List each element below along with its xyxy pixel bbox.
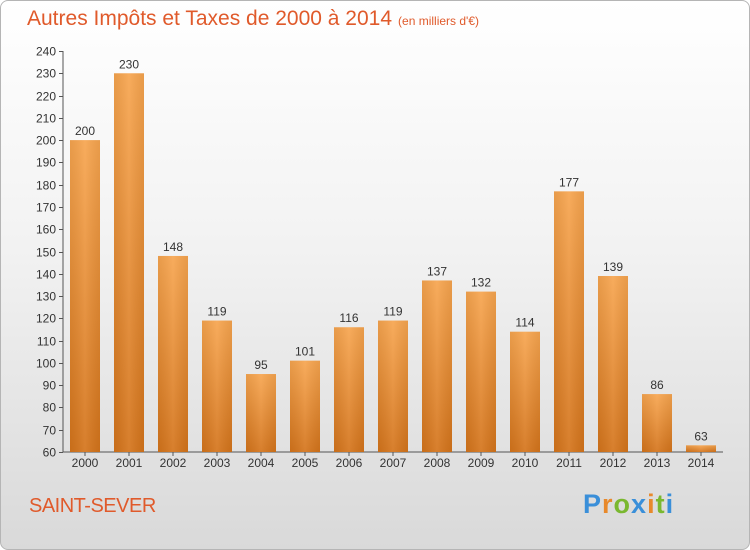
x-tick-label: 2014 <box>688 456 715 470</box>
x-tick-label: 2010 <box>512 456 539 470</box>
bar-shade <box>158 255 188 452</box>
bar-shade <box>642 394 672 452</box>
y-tick-label: 210 <box>36 112 56 126</box>
bar-value-label: 200 <box>75 124 95 138</box>
bar-value-label: 230 <box>119 57 139 71</box>
bar-shade <box>422 280 452 452</box>
y-tick-label: 130 <box>36 290 56 304</box>
y-tick-label: 190 <box>36 156 56 170</box>
chart-title: Autres Impôts et Taxes de 2000 à 2014 (en… <box>27 7 479 31</box>
bar-shade <box>598 276 628 452</box>
bar-value-label: 177 <box>559 175 579 189</box>
x-tick-label: 2006 <box>336 456 363 470</box>
logo-letter: i <box>665 489 675 519</box>
x-tick-label: 2004 <box>248 456 275 470</box>
bar-shade <box>378 320 408 452</box>
bar-value-label: 86 <box>650 378 664 392</box>
y-tick-label: 160 <box>36 223 56 237</box>
y-tick-label: 140 <box>36 268 56 282</box>
y-tick-label: 70 <box>43 424 57 438</box>
y-tick-label: 150 <box>36 246 56 260</box>
bar-shade <box>290 360 320 452</box>
x-tick-label: 2007 <box>380 456 407 470</box>
x-tick-label: 2009 <box>468 456 495 470</box>
y-tick-label: 60 <box>43 446 57 460</box>
y-tick-label: 110 <box>37 335 56 349</box>
x-tick-label: 2011 <box>556 456 582 470</box>
city-label: SAINT-SEVER <box>29 495 156 517</box>
y-tick-label: 170 <box>36 201 56 215</box>
y-tick-label: 220 <box>36 90 56 104</box>
y-tick-label: 200 <box>36 134 56 148</box>
bar-value-label: 139 <box>603 260 623 274</box>
logo-letter: r <box>602 489 614 519</box>
x-tick-label: 2001 <box>116 456 143 470</box>
proxiti-logo: Proxiti <box>583 489 674 520</box>
y-tick-label: 240 <box>36 45 56 59</box>
bar-shade <box>246 374 276 452</box>
bar-shade <box>334 327 364 452</box>
x-tick-label: 2005 <box>292 456 319 470</box>
logo-letter: x <box>631 489 648 519</box>
logo-letter: P <box>583 489 603 519</box>
bar-shade <box>70 140 100 452</box>
bar-value-label: 119 <box>383 305 402 319</box>
logo-letter: o <box>613 489 632 519</box>
bar-shade <box>466 291 496 452</box>
bar-value-label: 63 <box>694 429 708 443</box>
x-tick-label: 2008 <box>424 456 451 470</box>
bar-value-label: 148 <box>163 240 183 254</box>
chart-subtitle: (en milliers d'€) <box>398 14 480 28</box>
bar-value-label: 119 <box>207 305 226 319</box>
bar-value-label: 137 <box>427 264 447 278</box>
bar-value-label: 101 <box>295 345 315 359</box>
bar-shade <box>686 445 716 452</box>
bar-value-label: 114 <box>515 316 534 330</box>
x-tick-label: 2012 <box>600 456 627 470</box>
x-tick-label: 2002 <box>160 456 187 470</box>
bar-value-label: 95 <box>254 358 268 372</box>
y-tick-label: 100 <box>36 357 56 371</box>
x-tick-label: 2013 <box>644 456 671 470</box>
bar-shade <box>114 73 144 453</box>
x-tick-label: 2003 <box>204 456 231 470</box>
y-tick-label: 80 <box>43 401 57 415</box>
y-tick-label: 180 <box>36 179 56 193</box>
logo-letter: t <box>655 489 666 519</box>
chart-title-text: Autres Impôts et Taxes de 2000 à 2014 <box>27 7 393 30</box>
y-tick-label: 120 <box>36 312 56 326</box>
bar-value-label: 132 <box>471 276 491 290</box>
bar-value-label: 116 <box>339 311 358 325</box>
y-tick-label: 90 <box>43 379 57 393</box>
bar-shade <box>510 331 540 452</box>
y-tick-label: 230 <box>36 67 56 81</box>
logo-letter: i <box>647 489 656 519</box>
bar-shade <box>202 320 232 452</box>
x-tick-label: 2000 <box>72 456 99 470</box>
bar-shade <box>554 191 584 452</box>
